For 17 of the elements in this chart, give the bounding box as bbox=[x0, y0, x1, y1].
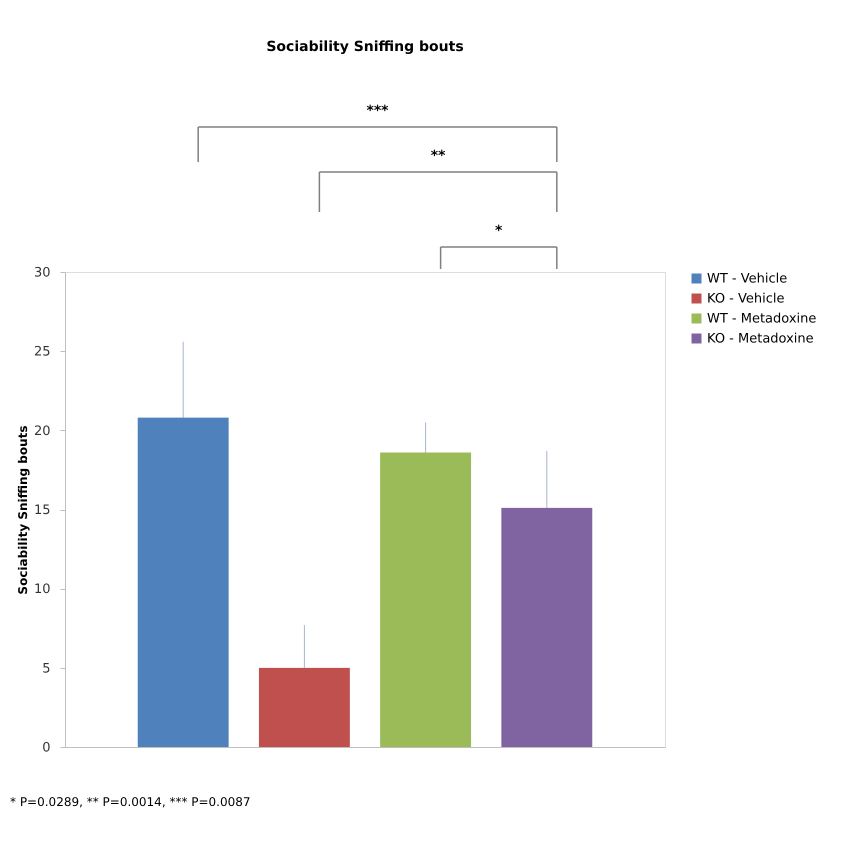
text: ** bbox=[430, 148, 446, 164]
text: * P=0.0289, ** P=0.0014, *** P=0.0087 bbox=[10, 795, 251, 809]
y-tick-label: 25 bbox=[34, 344, 50, 360]
y-tick-label: 20 bbox=[34, 424, 50, 439]
text: * bbox=[495, 223, 504, 239]
y-tick-label: 0 bbox=[42, 740, 50, 756]
y-axis-title: Sociability Sniffing bouts bbox=[16, 425, 30, 595]
legend-label: WT - Metadoxine bbox=[707, 312, 816, 326]
legend-label: WT - Vehicle bbox=[707, 272, 788, 286]
legend-label: KO - Vehicle bbox=[707, 292, 784, 306]
y-tick-label: 15 bbox=[34, 503, 50, 518]
y-tick-label: 5 bbox=[42, 661, 50, 676]
text: *** bbox=[366, 103, 390, 119]
y-tick-label: 10 bbox=[34, 582, 50, 598]
chart-title: Sociability Sniffing bouts bbox=[266, 39, 464, 55]
y-tick-label: 30 bbox=[34, 266, 50, 280]
legend-label: KO - Metadoxine bbox=[707, 332, 814, 346]
